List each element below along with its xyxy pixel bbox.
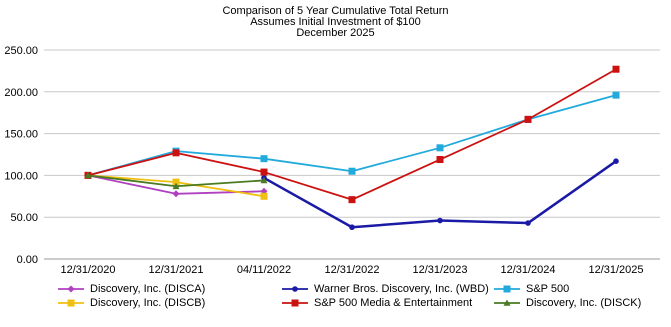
data-point [525, 220, 531, 226]
data-point [612, 65, 620, 73]
y-tick-label: 200.00 [4, 87, 38, 99]
data-point [437, 217, 443, 224]
data-point [436, 156, 444, 164]
data-point [260, 176, 268, 184]
x-tick-label: 12/31/2023 [412, 264, 467, 276]
x-tick-label: 12/31/2024 [500, 264, 555, 276]
legend-swatch [494, 285, 520, 293]
data-point [260, 155, 268, 163]
legend-label: Discovery, Inc. (DISCA) [90, 283, 206, 295]
legend-swatch [494, 299, 520, 306]
y-tick-label: 250.00 [4, 45, 38, 57]
legend-label: S&P 500 Media & Entertainment [314, 297, 473, 309]
data-point [348, 196, 356, 204]
x-tick-label: 12/31/2021 [148, 264, 203, 276]
data-point [260, 168, 268, 176]
series-line-4 [87, 68, 617, 201]
x-tick-label: 12/31/2025 [588, 264, 643, 276]
y-tick-label: 150.00 [4, 129, 38, 141]
data-point [524, 115, 532, 123]
legend-label: Discovery, Inc. (DISCB) [90, 297, 206, 309]
data-point [260, 192, 268, 200]
data-point [613, 158, 619, 164]
chart-date: December 2025 [296, 27, 375, 39]
data-point [348, 167, 356, 175]
x-tick-label: 04/11/2022 [237, 264, 291, 276]
data-point [84, 171, 92, 179]
chart-title: Comparison of 5 Year Cumulative Total Re… [222, 5, 449, 17]
data-point [172, 182, 180, 190]
legend-swatch [282, 299, 308, 307]
x-tick-label: 12/31/2022 [324, 264, 379, 276]
data-point [436, 144, 444, 152]
data-point [349, 224, 355, 231]
y-tick-label: 0.00 [17, 254, 38, 266]
data-point [172, 149, 180, 157]
y-tick-label: 100.00 [4, 170, 38, 182]
series-line-2 [87, 94, 617, 177]
legend-label: Warner Bros. Discovery, Inc. (WBD) [314, 283, 489, 295]
data-point [172, 190, 180, 198]
legend-swatch [58, 285, 84, 293]
data-point [612, 91, 620, 99]
legend-swatch [58, 299, 84, 307]
x-tick-label: 12/31/2020 [60, 264, 115, 276]
legend-label: Discovery, Inc. (DISCK) [526, 297, 642, 309]
data-point [172, 178, 180, 186]
legend-swatch [282, 286, 308, 292]
legend-label: S&P 500 [526, 283, 570, 295]
chart-subtitle: Assumes Initial Investment of $100 [250, 16, 421, 28]
y-tick-label: 50.00 [10, 212, 38, 224]
